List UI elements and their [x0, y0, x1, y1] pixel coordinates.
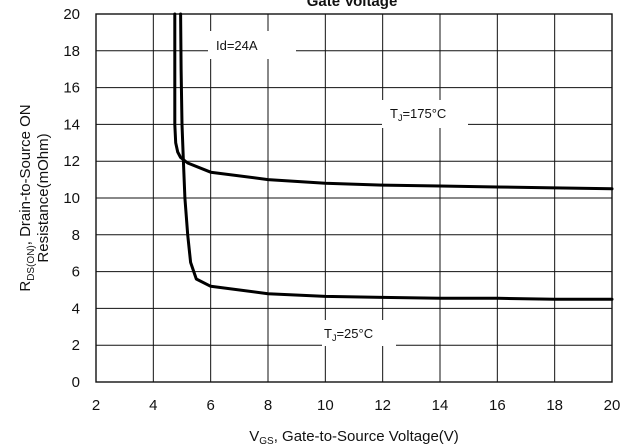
x-tick-labels: 2 4 6 8 10 12 14 16 18 20: [92, 397, 621, 414]
y-tick-label: 16: [63, 80, 80, 97]
series-group: [173, 12, 614, 301]
y-tick-label: 14: [63, 116, 80, 133]
x-tick-label: 12: [374, 397, 391, 414]
x-tick-label: 4: [149, 397, 157, 414]
x-tick-label: 18: [546, 397, 563, 414]
y-axis-title-line1: RDS(ON), Drain-to-Source ON: [17, 104, 37, 291]
y-tick-label: 18: [63, 43, 80, 60]
series-line-tj-175: [173, 12, 614, 191]
annotation-tj-175-rest: =175°C: [402, 106, 446, 121]
chart-title: Gate Voltage: [307, 0, 398, 10]
y-axis-title: RDS(ON), Drain-to-Source ON Resistance(m…: [17, 104, 52, 291]
plot-frame: [95, 13, 613, 383]
y-tick-label: 20: [63, 6, 80, 23]
x-tick-label: 6: [206, 397, 214, 414]
y-tick-label: 10: [63, 190, 80, 207]
y-tick-label: 0: [72, 374, 80, 391]
label-mask-175: [382, 100, 468, 128]
y-tick-label: 4: [72, 300, 80, 317]
label-mask-id: [208, 31, 296, 59]
y-tick-label: 6: [72, 264, 80, 281]
annotation-tj-25-rest: =25°C: [336, 326, 373, 341]
y-tick-label: 12: [63, 153, 80, 170]
annotation-tj-175: TJ=175°C: [390, 106, 446, 123]
x-tick-label: 14: [432, 397, 449, 414]
annotation-tj-25: TJ=25°C: [324, 326, 373, 343]
annotation-id: Id=24A: [216, 38, 258, 53]
y-tick-label: 8: [72, 227, 80, 244]
x-tick-label: 20: [604, 397, 621, 414]
x-tick-label: 2: [92, 397, 100, 414]
x-axis-title: VGS, Gate-to-Source Voltage(V): [249, 428, 459, 447]
x-tick-label: 8: [264, 397, 272, 414]
y-tick-labels: 0 2 4 6 8 10 12 14 16 18 20: [63, 6, 80, 391]
series-line-tj-25: [179, 12, 614, 301]
y-tick-label: 2: [72, 337, 80, 354]
label-mask-25: [322, 320, 396, 346]
x-tick-label: 10: [317, 397, 334, 414]
annotation-tj-25-sub: J: [332, 333, 337, 343]
y-axis-title-line2: Resistance(mOhm): [35, 133, 52, 262]
x-tick-label: 16: [489, 397, 506, 414]
annotation-tj-175-sub: J: [398, 113, 403, 123]
